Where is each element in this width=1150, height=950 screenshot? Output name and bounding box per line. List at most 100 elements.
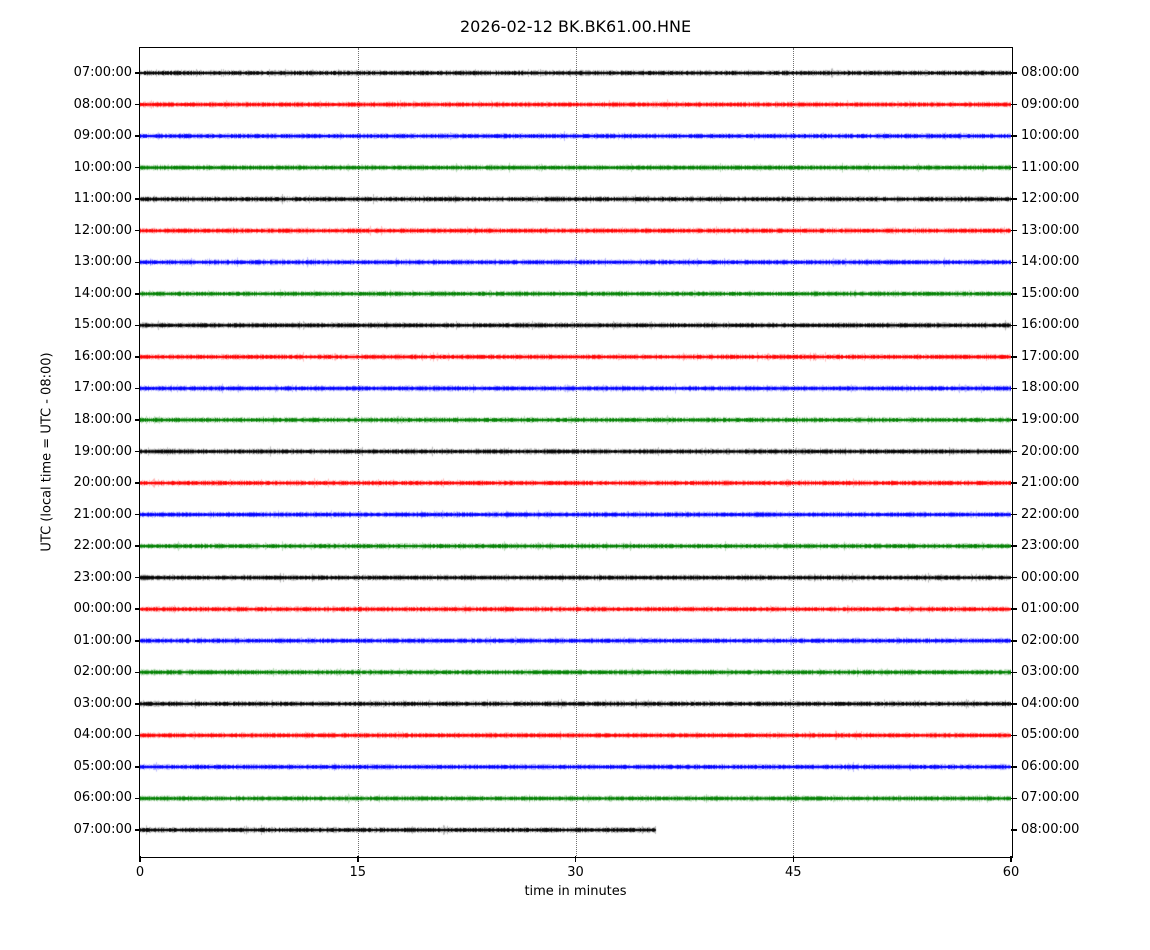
y-tick-left bbox=[134, 640, 140, 642]
y-tick-left bbox=[134, 482, 140, 484]
y-tick-left bbox=[134, 703, 140, 705]
y-tick-label-right: 19:00:00 bbox=[1021, 411, 1080, 427]
y-tick-right bbox=[1011, 482, 1017, 484]
y-tick-label-right: 22:00:00 bbox=[1021, 506, 1080, 522]
y-tick-label-right: 18:00:00 bbox=[1021, 380, 1080, 396]
y-tick-label-right: 20:00:00 bbox=[1021, 443, 1080, 459]
y-tick-label-left: 23:00:00 bbox=[73, 569, 132, 585]
y-tick-label-left: 20:00:00 bbox=[73, 475, 132, 491]
x-tick bbox=[139, 856, 141, 862]
y-tick-right bbox=[1011, 703, 1017, 705]
y-tick-label-left: 00:00:00 bbox=[73, 601, 132, 617]
y-tick-label-left: 14:00:00 bbox=[73, 285, 132, 301]
y-tick-right bbox=[1011, 198, 1017, 200]
y-tick-right bbox=[1011, 387, 1017, 390]
y-tick-label-right: 11:00:00 bbox=[1021, 159, 1080, 175]
y-tick-left bbox=[134, 513, 140, 516]
y-tick-right bbox=[1011, 608, 1017, 610]
y-tick-label-right: 07:00:00 bbox=[1021, 790, 1080, 806]
y-tick-right bbox=[1011, 261, 1017, 263]
plot-area bbox=[138, 46, 1013, 858]
y-tick-label-left: 21:00:00 bbox=[73, 506, 132, 522]
y-tick-left bbox=[134, 261, 140, 263]
y-tick-label-right: 12:00:00 bbox=[1021, 191, 1080, 207]
y-tick-label-right: 13:00:00 bbox=[1021, 222, 1080, 238]
y-tick-right bbox=[1011, 576, 1017, 579]
y-tick-left bbox=[134, 72, 140, 74]
y-tick-label-left: 05:00:00 bbox=[73, 758, 132, 774]
y-tick-left bbox=[134, 797, 140, 800]
y-tick-label-right: 03:00:00 bbox=[1021, 664, 1080, 680]
y-tick-left bbox=[134, 198, 140, 200]
y-tick-label-right: 05:00:00 bbox=[1021, 727, 1080, 743]
y-tick-label-left: 17:00:00 bbox=[73, 380, 132, 396]
y-tick-label-right: 10:00:00 bbox=[1021, 128, 1080, 144]
y-tick-left bbox=[134, 229, 140, 232]
y-tick-right bbox=[1011, 166, 1017, 169]
y-tick-left bbox=[134, 293, 140, 295]
y-tick-left bbox=[134, 608, 140, 610]
x-tick bbox=[574, 856, 577, 862]
y-tick-label-left: 22:00:00 bbox=[73, 538, 132, 554]
y-tick-label-right: 04:00:00 bbox=[1021, 695, 1080, 711]
y-tick-right bbox=[1011, 324, 1017, 327]
y-tick-label-right: 02:00:00 bbox=[1021, 632, 1080, 648]
y-tick-left bbox=[134, 324, 140, 327]
y-tick-left bbox=[134, 545, 140, 547]
y-tick-label-left: 12:00:00 bbox=[73, 222, 132, 238]
y-tick-right bbox=[1011, 829, 1017, 831]
x-tick-label: 60 bbox=[1002, 865, 1020, 880]
y-tick-right bbox=[1011, 734, 1017, 737]
y-tick-label-right: 00:00:00 bbox=[1021, 569, 1080, 585]
y-tick-label-right: 08:00:00 bbox=[1021, 822, 1080, 837]
y-tick-left bbox=[134, 166, 140, 169]
x-tick-label: 0 bbox=[135, 865, 145, 880]
y-tick-right bbox=[1011, 135, 1017, 137]
y-tick-right bbox=[1011, 766, 1017, 768]
x-tick bbox=[357, 856, 359, 862]
y-tick-left bbox=[134, 734, 140, 737]
y-tick-left bbox=[134, 387, 140, 390]
y-tick-label-left: 07:00:00 bbox=[73, 822, 132, 837]
y-tick-label-left: 19:00:00 bbox=[73, 443, 132, 459]
y-tick-right bbox=[1011, 356, 1017, 358]
x-tick-label: 15 bbox=[349, 865, 367, 880]
x-tick bbox=[792, 856, 794, 862]
y-tick-label-left: 04:00:00 bbox=[73, 727, 132, 743]
y-tick-right bbox=[1011, 293, 1017, 295]
y-tick-right bbox=[1011, 450, 1017, 453]
y-axis-label: UTC (local time = UTC - 08:00) bbox=[39, 352, 55, 552]
y-tick-label-right: 14:00:00 bbox=[1021, 254, 1080, 270]
y-tick-right bbox=[1011, 640, 1017, 642]
y-tick-label-left: 16:00:00 bbox=[73, 348, 132, 364]
y-tick-label-left: 06:00:00 bbox=[73, 790, 132, 806]
y-tick-label-right: 17:00:00 bbox=[1021, 348, 1080, 364]
y-tick-left bbox=[134, 671, 140, 674]
y-tick-label-right: 23:00:00 bbox=[1021, 538, 1080, 554]
y-tick-right bbox=[1011, 671, 1017, 674]
y-tick-label-left: 11:00:00 bbox=[73, 191, 132, 207]
y-tick-label-left: 07:00:00 bbox=[73, 65, 132, 80]
y-tick-label-right: 21:00:00 bbox=[1021, 475, 1080, 491]
chart-title: 2026-02-12 BK.BK61.00.HNE bbox=[459, 17, 692, 36]
y-tick-label-right: 08:00:00 bbox=[1021, 65, 1080, 80]
y-tick-left bbox=[134, 419, 140, 421]
y-tick-left bbox=[134, 576, 140, 579]
x-tick-label: 30 bbox=[567, 865, 584, 880]
y-tick-label-right: 15:00:00 bbox=[1021, 285, 1080, 301]
y-tick-label-left: 10:00:00 bbox=[73, 159, 132, 175]
y-tick-label-right: 16:00:00 bbox=[1021, 317, 1080, 333]
y-tick-right bbox=[1011, 545, 1017, 547]
x-tick bbox=[1010, 856, 1012, 862]
y-tick-label-right: 06:00:00 bbox=[1021, 758, 1080, 774]
y-tick-label-left: 13:00:00 bbox=[73, 254, 132, 270]
y-tick-label-right: 09:00:00 bbox=[1021, 96, 1080, 112]
x-axis-label: time in minutes bbox=[524, 884, 627, 899]
y-tick-right bbox=[1011, 103, 1017, 106]
y-tick-right bbox=[1011, 229, 1017, 232]
x-tick-label: 45 bbox=[784, 865, 802, 880]
y-tick-right bbox=[1011, 72, 1017, 74]
y-tick-right bbox=[1011, 513, 1017, 516]
y-tick-label-left: 01:00:00 bbox=[73, 632, 132, 648]
y-tick-label-left: 03:00:00 bbox=[73, 695, 132, 711]
